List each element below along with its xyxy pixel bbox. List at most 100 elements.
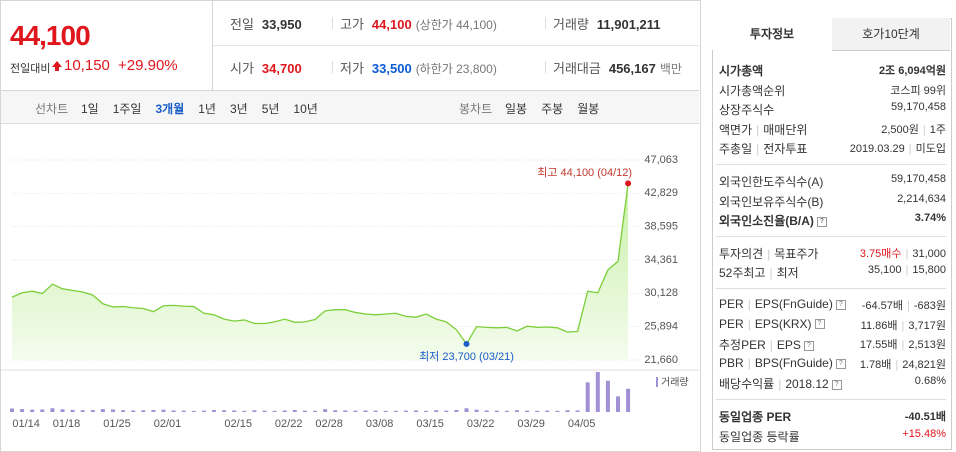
volume-bar <box>575 410 580 412</box>
volume-bar <box>515 410 519 412</box>
period-tab[interactable]: 3개월 <box>155 102 185 116</box>
stat-label: 거래량 <box>553 17 589 32</box>
change: 10,150 <box>64 57 110 74</box>
info-label: 투자의견 | 목표주가 <box>719 245 818 262</box>
value-text: 코스피 99위 <box>890 84 946 97</box>
info-value: 코스피 99위 <box>890 82 946 98</box>
legend-label: 거래량 <box>661 377 689 389</box>
chart: 21,660 25,894 30,128 34,361 38,595 42,829 47,0… <box>1 154 699 430</box>
change-label: 전일대비 <box>10 63 51 75</box>
period-tab[interactable]: 1일 <box>81 102 99 116</box>
x-tick-label: 03/22 <box>467 418 495 430</box>
x-tick-label: 02/15 <box>224 418 252 430</box>
volume-bar <box>161 409 166 412</box>
value-text: 11.86배 <box>860 319 898 332</box>
info-label: 시가총액 <box>719 62 763 79</box>
info-tab[interactable]: 호가10단계 <box>832 18 950 51</box>
info-label: 동일업종 PER <box>719 408 791 425</box>
divider <box>212 0 213 90</box>
volume-bar <box>323 409 328 412</box>
volume-bar <box>343 410 348 412</box>
label-text: EPS(FnGuide) <box>754 297 833 311</box>
stat-label: 고가 <box>340 17 364 32</box>
separator: | <box>908 143 912 156</box>
info-value: 2조 6,094억원 <box>879 62 946 78</box>
info-value: 2019.03.29 | 미도입 <box>850 140 946 156</box>
value-text: 2조 6,094억원 <box>878 65 946 77</box>
period-tab[interactable]: 주봉 <box>541 102 564 116</box>
period-tab[interactable]: 월봉 <box>577 102 600 116</box>
info-tab[interactable]: 투자정보 <box>712 18 833 50</box>
volume-bar <box>403 410 408 412</box>
separator: | <box>756 142 760 157</box>
help-icon: ? <box>835 299 846 310</box>
value-text: 31,000 <box>912 247 946 260</box>
stat: 고가 44,100 (상한가 44,100) <box>340 14 497 33</box>
help-icon: ? <box>835 358 846 369</box>
x-tick-label: 03/29 <box>517 418 545 430</box>
info-label: 배당수익률 | 2018.12? <box>719 375 842 392</box>
stat-label: 전일 <box>230 17 254 32</box>
separator: | <box>901 319 905 332</box>
volume-bar <box>424 410 429 412</box>
info-label: 상장주식수 <box>719 101 774 118</box>
stat-label: 저가 <box>340 61 364 76</box>
volume-bar <box>383 410 388 412</box>
value-text: 3.74% <box>914 212 946 225</box>
value-text: -64.57배 <box>861 300 903 312</box>
volume-bar <box>20 409 25 412</box>
stat-label: 시가 <box>230 61 254 76</box>
volume-bar <box>272 410 277 412</box>
separator: | <box>778 377 782 392</box>
volume-bar <box>393 410 398 412</box>
area <box>12 183 629 360</box>
x-tick-label: 01/18 <box>53 418 81 430</box>
label-text: 동일업종 등락률 <box>719 429 800 444</box>
volume-bar <box>90 410 95 412</box>
x-tick-label: 02/01 <box>154 418 182 430</box>
stat-value: 44,100 <box>371 17 412 32</box>
chart-tabs: 선차트 1일 1주일 3개월 1년 3년 5년 10년 봉차트 일봉 주봉 월봉 <box>1 91 699 124</box>
help-icon: ? <box>816 217 827 228</box>
divider <box>1 90 699 91</box>
label-text: 2018.12 <box>785 377 829 392</box>
info-label: 추정PER | EPS? <box>719 336 814 353</box>
info-label: PER | EPS(KRX)? <box>719 317 825 331</box>
info-value: 35,100 | 15,800 <box>868 264 946 276</box>
volume-bar <box>40 409 45 412</box>
label-text: BPS(FnGuide) <box>754 355 833 370</box>
value-text: 미도입 <box>915 143 946 156</box>
volume-bar <box>171 410 176 412</box>
stat: 시가 34,700 <box>230 58 302 77</box>
period-tab[interactable]: 1년 <box>198 102 216 116</box>
volume-bar <box>100 409 105 412</box>
volume-bar <box>181 410 186 412</box>
volume-bar <box>484 410 489 412</box>
stat: 거래량 11,901,211 <box>553 14 661 33</box>
period-tab[interactable]: 5년 <box>261 102 280 116</box>
stat-value: 456,167 <box>608 61 656 76</box>
info-value: 1.78배 | 24,821원 <box>860 356 946 372</box>
stat-note: (상한가 44,100) <box>415 18 497 32</box>
period-tab[interactable]: 일봉 <box>505 102 528 116</box>
separator: | <box>747 316 751 331</box>
stat-note: 백만 <box>659 62 682 76</box>
value-text: 2,214,634 <box>897 192 946 205</box>
label-text: 시가총액순위 <box>719 83 786 98</box>
divider <box>545 61 546 73</box>
period-tab[interactable]: 3년 <box>229 102 248 116</box>
volume-bar <box>121 410 126 412</box>
separator: | <box>907 300 910 312</box>
value-text: 59,170,458 <box>890 173 946 185</box>
label-text: 투자의견 <box>719 246 764 261</box>
volume-bar <box>232 410 237 412</box>
low-marker <box>463 340 470 347</box>
info-value: 0.68% <box>915 375 946 387</box>
volume-bar <box>242 410 247 412</box>
up-arrow <box>52 61 62 71</box>
section-divider <box>716 164 946 165</box>
period-tab[interactable]: 10년 <box>293 102 318 116</box>
period-tab[interactable]: 1주일 <box>112 102 142 116</box>
stat: 거래대금 456,167 백만 <box>553 58 682 77</box>
value-text: 3,717원 <box>908 319 946 332</box>
